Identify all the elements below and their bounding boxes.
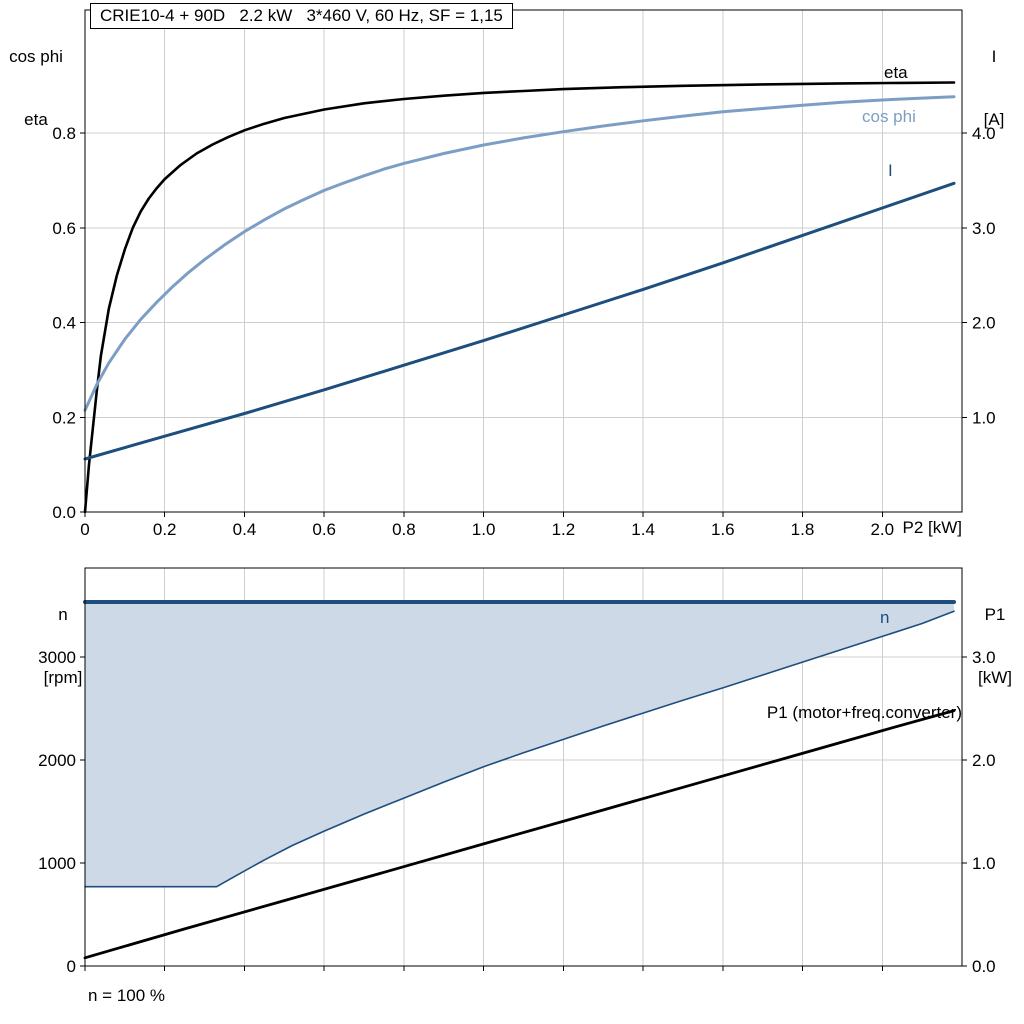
axis-title-p1-unit: [kW] <box>978 668 1012 687</box>
tick-label: 3000 <box>38 648 76 667</box>
series-P1 <box>83 709 956 960</box>
top-chart-left-axis-title: cos phi eta <box>0 4 72 172</box>
tick-label: 1.0 <box>472 520 496 539</box>
axis-ticks <box>80 132 967 517</box>
series-eta <box>83 81 956 514</box>
bottom-chart-right-axis-title: P1 [kW] <box>966 562 1024 730</box>
chart-speed-power: 0 1000 2000 3000 0.0 1.0 2.0 3.0 <box>38 567 996 976</box>
tick-label: 2.0 <box>972 314 996 333</box>
curve-label-cos-phi: cos phi <box>862 107 916 126</box>
tick-label: 1.0 <box>972 854 996 873</box>
gridlines <box>85 10 962 512</box>
tick-label: 0.0 <box>972 957 996 976</box>
speed-range-fill <box>85 602 954 887</box>
axis-title-eta: eta <box>24 110 48 129</box>
tick-label: 4.0 <box>972 124 996 143</box>
chart-motor-curves: 0 0.2 0.4 0.6 0.8 1.0 1.2 1.4 1.6 1.8 2.0 0.0 0.2 0.4… <box>52 9 996 539</box>
tick-label: 0.2 <box>52 408 76 427</box>
axis-ticks <box>80 656 967 971</box>
tick-label: 1.6 <box>711 520 735 539</box>
bottom-chart-left-axis-title: n [rpm] <box>27 562 99 730</box>
tick-label: 1.4 <box>631 520 655 539</box>
tick-label: 3.0 <box>972 219 996 238</box>
tick-label: 0.4 <box>233 520 257 539</box>
tick-label: 0 <box>67 957 76 976</box>
tick-label: 0 <box>80 520 89 539</box>
tick-label: 0.6 <box>312 520 336 539</box>
tick-label: 2.0 <box>972 751 996 770</box>
tick-label: 1.0 <box>972 408 996 427</box>
tick-label: 0.0 <box>52 503 76 522</box>
tick-label: 0.8 <box>52 124 76 143</box>
plot-frame <box>84 9 963 513</box>
tick-label: 0.8 <box>392 520 416 539</box>
tick-label: 3.0 <box>972 648 996 667</box>
tick-label: 0.4 <box>52 314 76 333</box>
series-I <box>83 181 956 461</box>
axis-title-speed: n <box>58 605 68 624</box>
tick-label: 2000 <box>38 751 76 770</box>
tick-label: 2.0 <box>870 520 894 539</box>
tick-label: 1.8 <box>791 520 815 539</box>
axis-title-cos-phi: cos phi <box>9 47 63 66</box>
top-chart-right-axis-title: I [A] <box>966 4 1022 172</box>
curve-label-p1: P1 (motor+freq.converter) <box>766 703 962 722</box>
tick-label: 0.6 <box>52 219 76 238</box>
curve-label-speed: n <box>880 608 890 627</box>
plot-frame <box>84 567 963 967</box>
speed-footnote: n = 100 % <box>88 986 166 1005</box>
axis-title-speed-unit: [rpm] <box>43 668 83 687</box>
chart-title: CRIE10-4 + 90D 2.2 kW 3*460 V, 60 Hz, SF… <box>90 3 513 29</box>
axis-title-current-unit: [A] <box>983 110 1005 129</box>
curve-label-eta: eta <box>884 63 908 82</box>
tick-label: 1000 <box>38 854 76 873</box>
tick-label: 1.2 <box>552 520 576 539</box>
curve-label-current: I <box>888 161 893 180</box>
series-cos phi <box>83 95 956 412</box>
axis-title-current: I <box>991 47 997 66</box>
axis-title-p1: P1 <box>984 605 1006 624</box>
x-axis-unit-label: P2 [kW] <box>902 518 962 537</box>
series-n <box>84 610 955 888</box>
tick-label: 0.2 <box>153 520 177 539</box>
